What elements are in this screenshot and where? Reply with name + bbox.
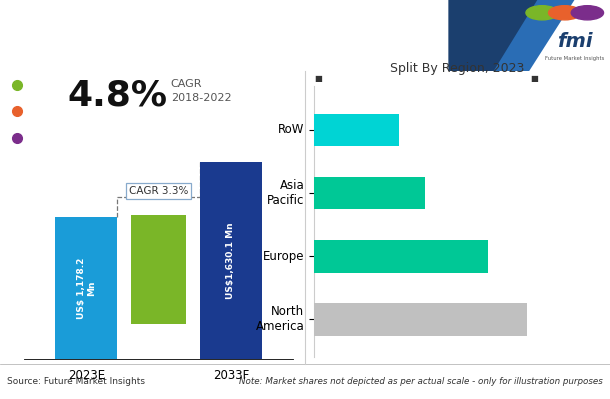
- Bar: [314, 177, 425, 209]
- Text: US$1,630.1 Mn: US$1,630.1 Mn: [226, 222, 235, 298]
- Circle shape: [526, 6, 558, 20]
- Circle shape: [548, 6, 581, 20]
- Bar: [56, 217, 117, 359]
- Text: fmi: fmi: [557, 32, 592, 51]
- Bar: [314, 240, 488, 273]
- Text: Global Tree Milling Machine Market Analysis 2023-
2033: Global Tree Milling Machine Market Analy…: [11, 19, 399, 52]
- Title: Split By Region, 2023: Split By Region, 2023: [390, 62, 525, 75]
- Text: 4.8%: 4.8%: [67, 79, 167, 113]
- Circle shape: [571, 6, 603, 20]
- Polygon shape: [493, 0, 575, 71]
- Bar: [314, 303, 526, 336]
- Text: US$ 1,178.2
Mn: US$ 1,178.2 Mn: [77, 257, 96, 319]
- Text: CAGR 3.3%: CAGR 3.3%: [129, 186, 188, 196]
- Text: Future Market Insights: Future Market Insights: [545, 56, 604, 61]
- Text: Note: Market shares not depicted as per actual scale - only for illustration pur: Note: Market shares not depicted as per …: [239, 377, 603, 386]
- Text: ■: ■: [531, 74, 539, 83]
- Text: CAGR
2018-2022: CAGR 2018-2022: [171, 79, 231, 103]
- Bar: [131, 215, 187, 324]
- Text: Source: Future Market Insights: Source: Future Market Insights: [7, 377, 145, 386]
- Polygon shape: [448, 0, 553, 71]
- Bar: [200, 162, 262, 359]
- Bar: [314, 114, 399, 146]
- Text: ■: ■: [314, 74, 322, 83]
